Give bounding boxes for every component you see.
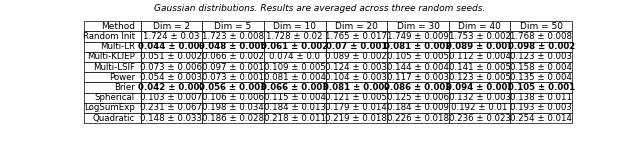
Text: Gaussian distributions. Results are averaged across three random seeds.: Gaussian distributions. Results are aver… xyxy=(154,4,486,13)
